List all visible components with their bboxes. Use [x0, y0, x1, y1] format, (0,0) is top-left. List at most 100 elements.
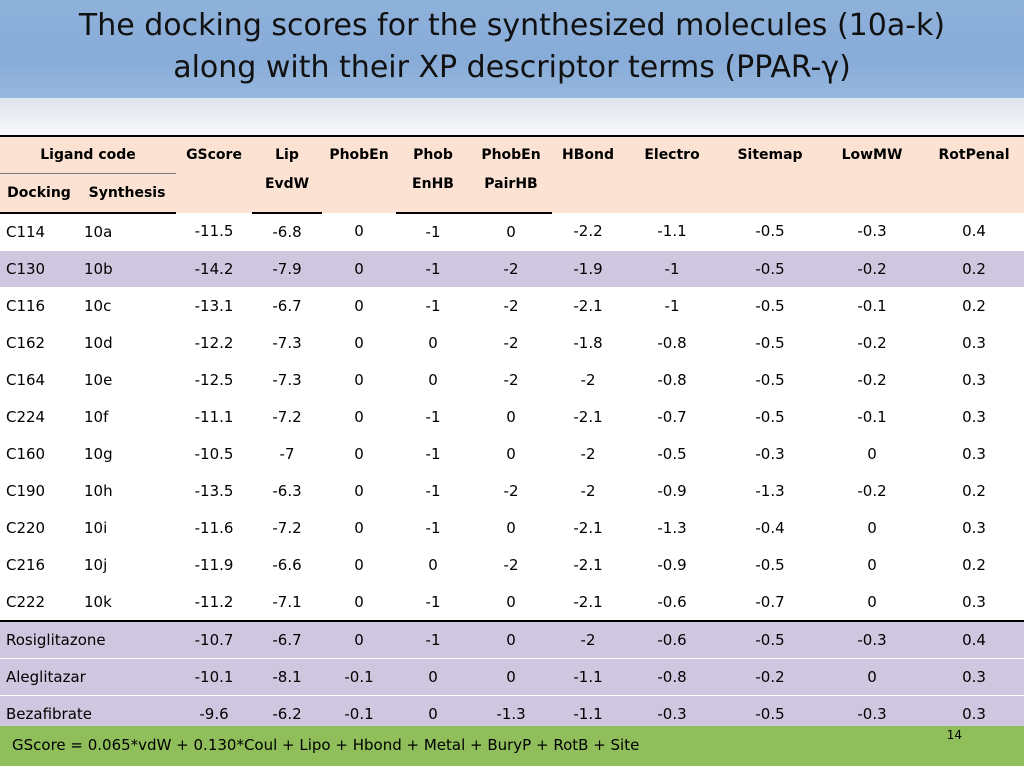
cell-phoben: 0	[322, 546, 397, 584]
cell-ligand-name: Aleglitazar	[0, 658, 177, 696]
cell-lowmw: 0	[820, 583, 925, 621]
cell-lip-evdw: -7.1	[252, 583, 323, 621]
cell-electro: -0.9	[624, 472, 721, 510]
cell-lowmw: -0.3	[820, 619, 925, 659]
cell-lowmw: -0.2	[820, 250, 925, 288]
header-phob-enhb-line2: EnHB	[396, 173, 471, 214]
cell-docking: C114	[0, 212, 78, 251]
header-rotpenal: RotPenal	[924, 135, 1024, 213]
cell-electro: -1	[624, 250, 721, 288]
cell-hbond: -2	[552, 435, 625, 473]
header-lip-evdw-line2: EvdW	[252, 173, 323, 214]
table-row: C162 10d -12.2 -7.3 0 0 -2 -1.8 -0.8 -0.…	[0, 324, 1024, 362]
cell-lowmw: -0.1	[820, 287, 925, 325]
cell-hbond: -2	[552, 619, 625, 659]
cell-lip-evdw: -7.2	[252, 509, 323, 547]
cell-lowmw: 0	[820, 658, 925, 696]
cell-phoben: 0	[322, 212, 397, 251]
cell-hbond: -2	[552, 361, 625, 399]
title-bar	[0, 0, 1024, 98]
table-row: C114 10a -11.5 -6.8 0 -1 0 -2.2 -1.1 -0.…	[0, 212, 1024, 251]
cell-synthesis: 10e	[78, 361, 177, 399]
cell-hbond: -1.9	[552, 250, 625, 288]
header-ligand-code: Ligand code	[0, 135, 177, 174]
cell-rotpenal: 0.2	[924, 250, 1024, 288]
cell-phoben-pairhb: -2	[470, 250, 553, 288]
cell-electro: -1.3	[624, 509, 721, 547]
cell-gscore: -11.1	[176, 398, 253, 436]
cell-sitemap: -0.5	[720, 398, 821, 436]
cell-rotpenal: 0.2	[924, 287, 1024, 325]
header-docking: Docking	[0, 173, 78, 214]
cell-phoben: 0	[322, 361, 397, 399]
cell-lip-evdw: -6.6	[252, 546, 323, 584]
cell-hbond: -2.1	[552, 583, 625, 621]
cell-lip-evdw: -6.7	[252, 287, 323, 325]
header-hbond: HBond	[552, 135, 625, 213]
table-row: C222 10k -11.2 -7.1 0 -1 0 -2.1 -0.6 -0.…	[0, 583, 1024, 621]
cell-hbond: -2	[552, 472, 625, 510]
cell-synthesis: 10k	[78, 583, 177, 621]
cell-phoben-pairhb: -2	[470, 546, 553, 584]
cell-docking: C216	[0, 546, 78, 584]
cell-lowmw: -0.3	[820, 212, 925, 251]
cell-lowmw: -0.2	[820, 472, 925, 510]
table-row: C164 10e -12.5 -7.3 0 0 -2 -2 -0.8 -0.5 …	[0, 361, 1024, 399]
cell-hbond: -2.1	[552, 509, 625, 547]
cell-sitemap: -0.5	[720, 619, 821, 659]
cell-gscore: -11.5	[176, 212, 253, 251]
cell-lip-evdw: -8.1	[252, 658, 323, 696]
cell-electro: -0.6	[624, 583, 721, 621]
cell-phob-enhb: -1	[396, 250, 471, 288]
cell-phoben: 0	[322, 398, 397, 436]
cell-sitemap: -0.5	[720, 361, 821, 399]
cell-rotpenal: 0.3	[924, 398, 1024, 436]
cell-rotpenal: 0.2	[924, 472, 1024, 510]
cell-electro: -0.5	[624, 435, 721, 473]
header-gscore: GScore	[176, 135, 253, 213]
cell-electro: -0.6	[624, 619, 721, 659]
cell-phoben-pairhb: 0	[470, 619, 553, 659]
cell-phob-enhb: -1	[396, 619, 471, 659]
cell-electro: -0.8	[624, 361, 721, 399]
cell-gscore: -13.5	[176, 472, 253, 510]
cell-sitemap: -0.5	[720, 250, 821, 288]
cell-lip-evdw: -6.3	[252, 472, 323, 510]
cell-gscore: -11.2	[176, 583, 253, 621]
cell-gscore: -12.5	[176, 361, 253, 399]
cell-hbond: -2.1	[552, 287, 625, 325]
table-row: C130 10b -14.2 -7.9 0 -1 -2 -1.9 -1 -0.5…	[0, 250, 1024, 288]
cell-lowmw: 0	[820, 509, 925, 547]
header-phoben-pairhb-line2: PairHB	[470, 173, 553, 214]
header-phoben: PhobEn	[322, 135, 397, 213]
cell-sitemap: -1.3	[720, 472, 821, 510]
cell-sitemap: -0.5	[720, 324, 821, 362]
cell-gscore: -13.1	[176, 287, 253, 325]
header-lip-evdw-line1: Lip	[252, 135, 323, 174]
cell-docking: C164	[0, 361, 78, 399]
cell-synthesis: 10g	[78, 435, 177, 473]
cell-phoben-pairhb: 0	[470, 435, 553, 473]
cell-phoben-pairhb: -2	[470, 361, 553, 399]
slide-title-line-1: The docking scores for the synthesized m…	[78, 8, 946, 43]
cell-gscore: -11.9	[176, 546, 253, 584]
cell-rotpenal: 0.3	[924, 361, 1024, 399]
table-row: C190 10h -13.5 -6.3 0 -1 -2 -2 -0.9 -1.3…	[0, 472, 1024, 510]
slide-page-number: 14	[946, 728, 962, 742]
cell-rotpenal: 0.3	[924, 583, 1024, 621]
cell-synthesis: 10i	[78, 509, 177, 547]
table-row: C216 10j -11.9 -6.6 0 0 -2 -2.1 -0.9 -0.…	[0, 546, 1024, 584]
cell-phoben: 0	[322, 509, 397, 547]
cell-phob-enhb: -1	[396, 287, 471, 325]
cell-hbond: -2.1	[552, 398, 625, 436]
cell-phob-enhb: -1	[396, 583, 471, 621]
reference-row: Rosiglitazone -10.7 -6.7 0 -1 0 -2 -0.6 …	[0, 619, 1024, 659]
cell-docking: C162	[0, 324, 78, 362]
cell-sitemap: -0.5	[720, 546, 821, 584]
cell-phoben: 0	[322, 472, 397, 510]
cell-gscore: -10.1	[176, 658, 253, 696]
table-row: C160 10g -10.5 -7 0 -1 0 -2 -0.5 -0.3 0 …	[0, 435, 1024, 473]
cell-phoben: -0.1	[322, 658, 397, 696]
cell-lip-evdw: -7	[252, 435, 323, 473]
cell-phoben: 0	[322, 583, 397, 621]
